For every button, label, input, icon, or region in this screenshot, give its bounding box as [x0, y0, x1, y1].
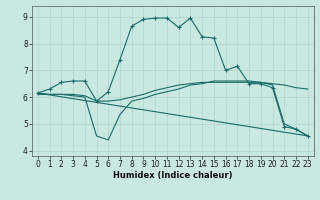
- X-axis label: Humidex (Indice chaleur): Humidex (Indice chaleur): [113, 171, 233, 180]
